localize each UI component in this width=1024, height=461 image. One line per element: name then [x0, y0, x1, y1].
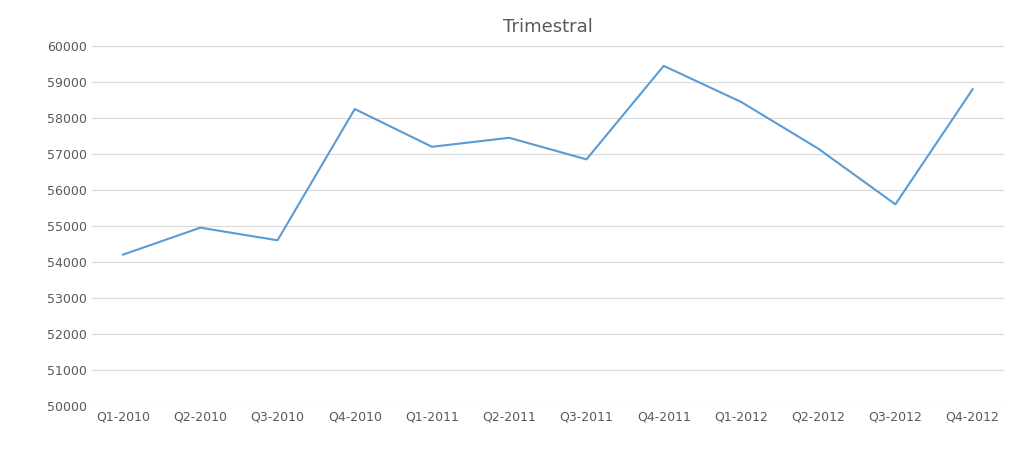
- Title: Trimestral: Trimestral: [503, 18, 593, 36]
